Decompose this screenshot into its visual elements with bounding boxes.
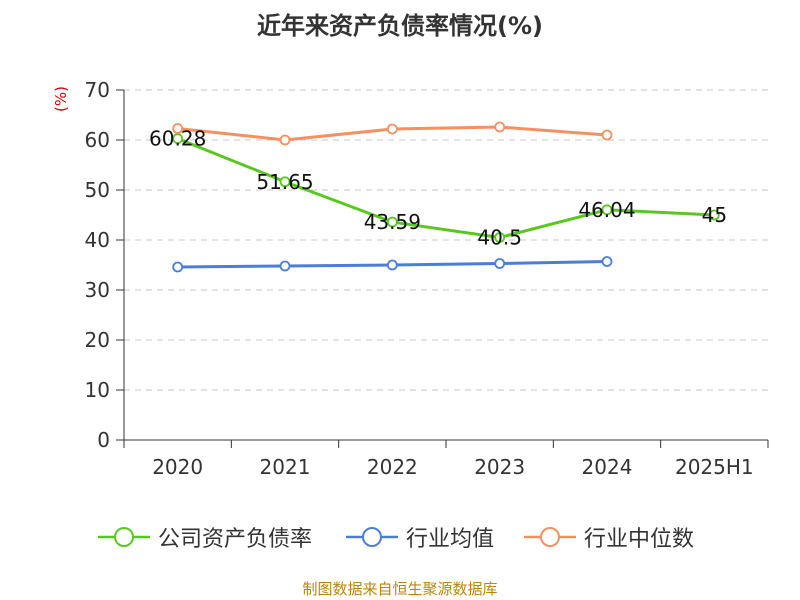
data-label: 45 [702,203,727,227]
y-tick-label: 0 [97,428,110,452]
x-tick-label: 2021 [260,455,311,479]
y-tick-label: 50 [85,178,110,202]
legend-line-marker-icon [346,527,398,547]
data-point [601,204,613,216]
data-point [172,133,184,145]
legend-label: 行业中位数 [584,527,695,552]
data-point [172,261,184,273]
legend-item-industry-mean[interactable]: 行业均值 [346,520,494,554]
data-label: 51.65 [256,170,313,194]
chart-legend: 公司资产负债率 行业均值 行业中位数 [0,520,800,554]
y-tick-label: 20 [85,328,110,352]
legend-item-company[interactable]: 公司资产负债率 [98,520,312,554]
x-tick-label: 2022 [367,455,418,479]
data-point [279,176,291,188]
data-point [708,209,720,221]
legend-label: 行业均值 [406,527,495,552]
legend-marker [114,527,134,547]
data-point [601,256,613,267]
x-tick-label: 2020 [152,455,203,479]
legend-label: 公司资产负债率 [158,527,313,552]
chart-title: 近年来资产负债率情况(%) [257,12,543,40]
y-tick-label: 10 [85,378,110,402]
data-point [494,232,506,243]
data-point [386,216,398,228]
data-point [494,258,506,269]
data-point [279,260,291,272]
legend-line-marker-icon [524,527,576,547]
data-point [172,123,184,134]
legend-line-marker-icon [98,527,150,547]
y-tick-label: 70 [85,78,110,102]
data-source-note: 制图数据来自恒生聚源数据库 [302,580,498,598]
y-tick-label: 30 [85,278,110,302]
data-label: 40.5 [477,226,522,250]
data-label: 43.59 [364,210,421,234]
data-label: 46.04 [578,198,635,222]
series-line [177,137,715,239]
data-point [601,129,613,141]
data-point [386,259,398,271]
x-tick-label: 2025H1 [675,455,754,479]
data-label: 60.28 [149,127,206,151]
x-tick-label: 2023 [474,455,525,479]
y-tick-label: 60 [85,128,110,152]
legend-marker [540,527,560,547]
data-point [386,123,398,135]
y-tick-label: 40 [85,228,110,252]
data-point [494,121,506,133]
legend-item-industry-median[interactable]: 行业中位数 [524,520,694,554]
legend-marker [362,527,382,547]
x-tick-label: 2024 [582,455,633,479]
data-point [279,134,291,146]
